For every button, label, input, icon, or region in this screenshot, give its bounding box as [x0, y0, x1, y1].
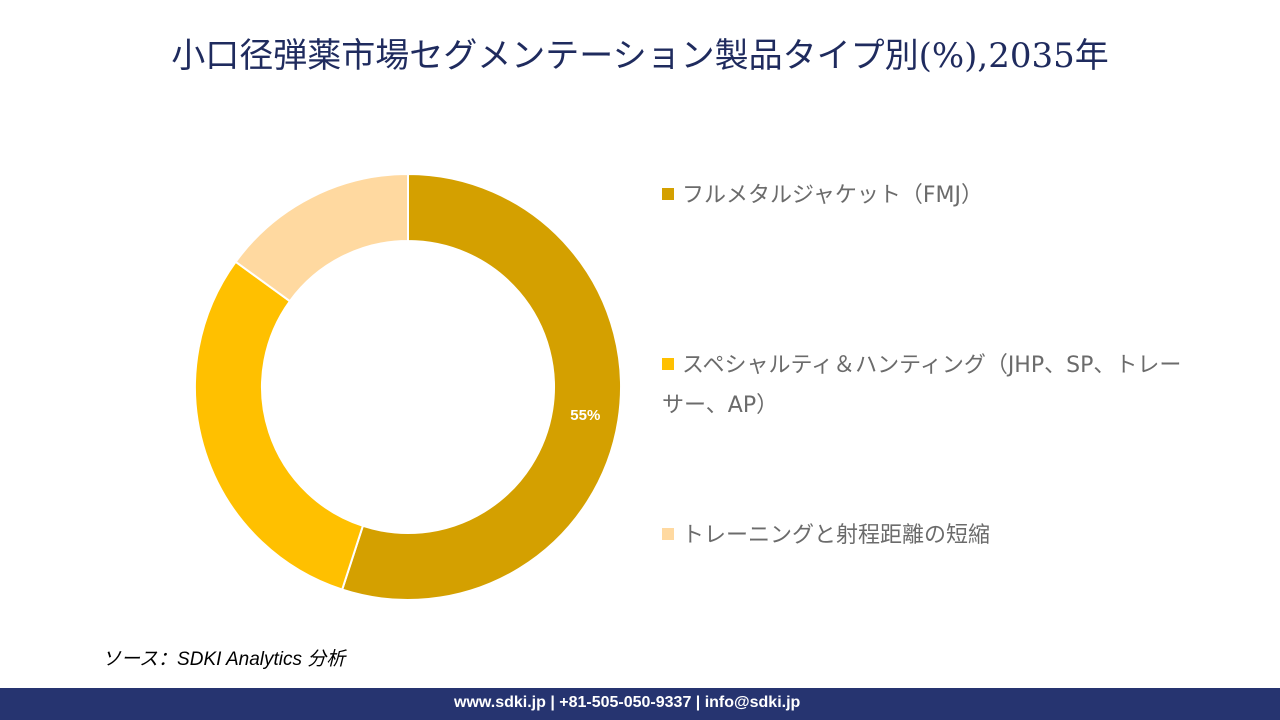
chart-title: 小口径弾薬市場セグメンテーション製品タイプ別(%),2035年 [171, 36, 1109, 76]
legend-label: トレーニングと射程距離の短縮 [682, 523, 991, 548]
legend-label: フルメタルジャケット（FMJ） [682, 183, 984, 208]
legend-swatch [662, 188, 674, 200]
legend-item-fmj: フルメタルジャケット（FMJ） [662, 176, 1182, 216]
legend-item-specialty: スペシャルティ＆ハンティング（JHP、SP、トレーサー、AP） [662, 346, 1182, 426]
donut-segment-1 [194, 260, 365, 591]
donut-segment-2 [234, 172, 409, 303]
data-label-0: 55% [570, 407, 600, 424]
footer-bar: www.sdki.jp | +81-505-050-9337 | info@sd… [0, 688, 1280, 720]
donut-segment-0 [340, 172, 622, 601]
source-note: ソース：SDKI Analytics 分析 [102, 649, 346, 670]
footer-contact[interactable]: www.sdki.jp | +81-505-050-9337 | info@sd… [454, 694, 801, 711]
legend-label: スペシャルティ＆ハンティング（JHP、SP、トレーサー、AP） [662, 353, 1182, 418]
legend-item-training: トレーニングと射程距離の短縮 [662, 516, 1182, 556]
legend-swatch [662, 528, 674, 540]
legend-swatch [662, 358, 674, 370]
